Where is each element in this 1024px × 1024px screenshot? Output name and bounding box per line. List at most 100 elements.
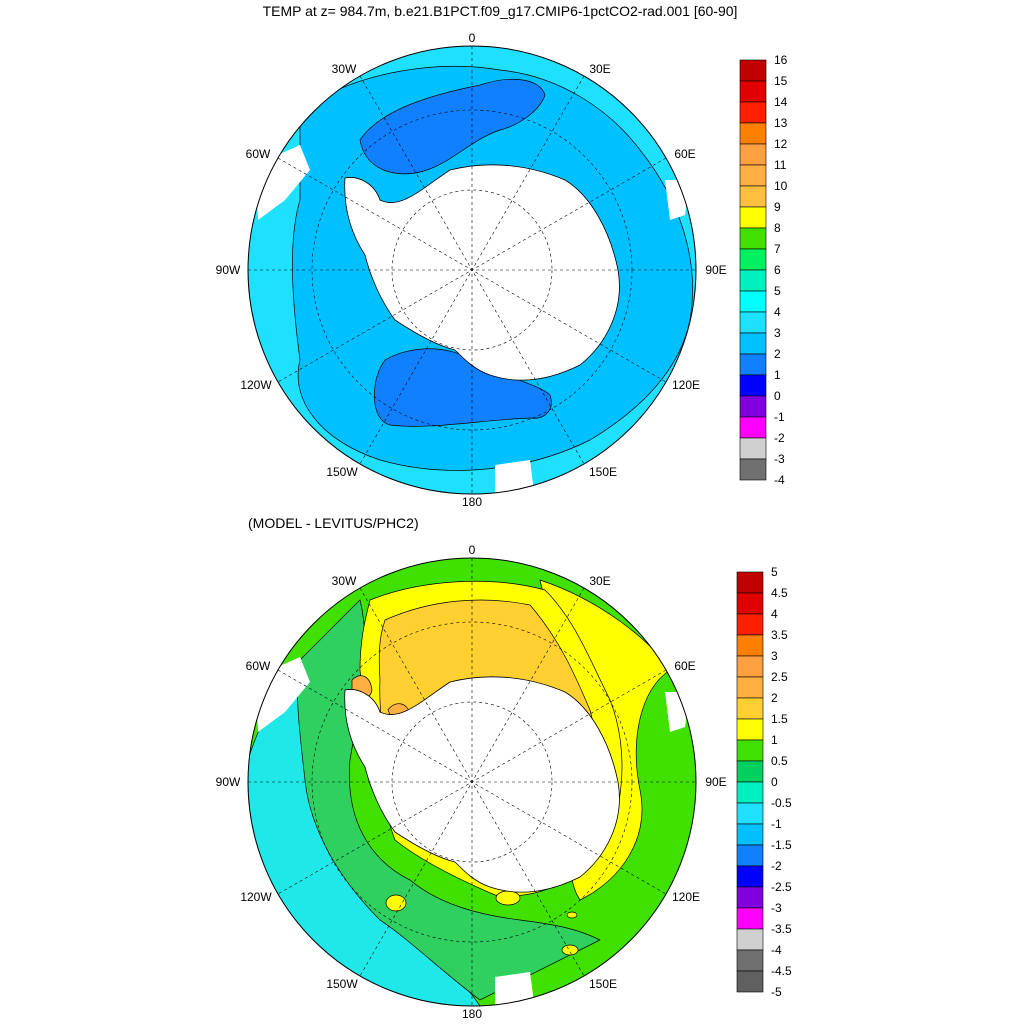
top-lon-label-30w: 30W [332, 62, 357, 76]
bottom-graticule [248, 558, 696, 1006]
top-colorbar-swatch-12 [739, 311, 767, 334]
top-colorbar-label-20: -4 [774, 473, 785, 487]
top-cold-patch-north [359, 79, 546, 175]
top-polar-map [248, 46, 696, 494]
top-colorbar-swatch-0 [739, 59, 767, 82]
top-colorbar-swatch-3 [739, 122, 767, 145]
top-lon-label-90w: 90W [216, 263, 241, 277]
top-colorbar-swatch-4 [739, 143, 767, 166]
top-lon-label-150e: 150E [589, 465, 617, 479]
top-colorbar-label-6: 10 [774, 179, 788, 193]
top-graticule [248, 46, 696, 494]
top-colorbar-swatch-7 [739, 206, 767, 229]
top-colorbar-label-18: -2 [774, 431, 785, 445]
top-colorbar-swatch-2 [739, 101, 767, 124]
top-colorbar-swatch-14 [739, 353, 767, 376]
top-colorbar-swatch-11 [739, 290, 767, 313]
top-colorbar-label-9: 7 [774, 242, 781, 256]
top-colorbar-swatch-16 [739, 395, 767, 418]
bottom-colorbar-label-16: -3 [771, 901, 782, 915]
bottom-colorbar-swatch-8 [736, 739, 764, 762]
bottom-colorbar-label-19: -4.5 [771, 964, 792, 978]
top-colorbar-swatch-8 [739, 227, 767, 250]
bottom-colorbar-label-20: -5 [771, 985, 782, 999]
top-lon-label-120w: 120W [240, 378, 272, 392]
top-colorbar-label-15: 1 [774, 368, 781, 382]
bottom-colorbar-swatch-6 [736, 697, 764, 720]
top-colorbar-label-19: -3 [774, 452, 785, 466]
bottom-lon-label-30w: 30W [332, 574, 357, 588]
bottom-colorbar-swatch-16 [736, 907, 764, 930]
bottom-lon-label-180: 180 [462, 1007, 482, 1021]
bottom-lon-label-120w: 120W [240, 890, 272, 904]
bottom-map-border [247, 557, 697, 1007]
bottom-colorbar-label-0: 5 [771, 565, 778, 579]
top-colorbar-swatch-1 [739, 80, 767, 103]
top-colorbar-label-11: 5 [774, 284, 781, 298]
bottom-colorbar-swatch-12 [736, 823, 764, 846]
bottom-lon-label-60e: 60E [674, 659, 695, 673]
bottom-colorbar: 5 4.5 4 3.5 3 2.5 2 1.5 1 0.5 0 -0.5 -1 -1.5 -2 -2.5 -3 -… [736, 565, 792, 999]
bottom-colorbar-label-14: -2 [771, 859, 782, 873]
bottom-yellow-patch-4 [566, 911, 578, 919]
top-colorbar-swatch-6 [739, 185, 767, 208]
bottom-lon-label-90w: 90W [216, 775, 241, 789]
bottom-colorbar-swatch-13 [736, 844, 764, 867]
top-colorbar-label-7: 9 [774, 200, 781, 214]
bottom-colorbar-label-2: 4 [771, 607, 778, 621]
top-colorbar-swatch-5 [739, 164, 767, 187]
bottom-antarctica-land [344, 676, 620, 893]
top-land-south-tip [495, 460, 535, 494]
top-colorbar-swatch-15 [739, 374, 767, 397]
top-colorbar-label-16: 0 [774, 389, 781, 403]
bottom-colorbar-swatch-5 [736, 676, 764, 699]
bottom-colorbar-label-7: 1.5 [771, 712, 788, 726]
top-map-title: TEMP at z= 984.7m, b.e21.B1PCT.f09_g17.C… [263, 3, 738, 19]
bottom-colorbar-swatch-1 [736, 592, 764, 615]
bottom-colorbar-swatch-0 [736, 571, 764, 594]
top-colorbar-label-3: 13 [774, 116, 788, 130]
top-lon-label-90e: 90E [705, 263, 726, 277]
top-lon-label-30e: 30E [589, 62, 610, 76]
top-lon-label-60w: 60W [246, 147, 271, 161]
bottom-colorbar-swatch-4 [736, 655, 764, 678]
bottom-yellow-patch-1 [385, 894, 407, 912]
bottom-colorbar-swatch-18 [736, 949, 764, 972]
top-lon-label-60e: 60E [674, 147, 695, 161]
bottom-colorbar-label-13: -1.5 [771, 838, 792, 852]
bottom-lon-label-30e: 30E [589, 574, 610, 588]
top-antarctica-land [344, 164, 620, 381]
top-colorbar-swatch-19 [739, 458, 767, 481]
top-lon-label-0: 0 [469, 31, 476, 45]
top-colorbar-swatch-10 [739, 269, 767, 292]
bottom-lon-label-150w: 150W [326, 977, 358, 991]
top-colorbar-label-4: 12 [774, 137, 788, 151]
bottom-colorbar-swatch-11 [736, 802, 764, 825]
top-colorbar-label-13: 3 [774, 326, 781, 340]
bottom-lon-label-120e: 120E [672, 890, 700, 904]
top-colorbar-label-14: 2 [774, 347, 781, 361]
bottom-colorbar-label-10: 0 [771, 775, 778, 789]
top-colorbar-label-12: 4 [774, 305, 781, 319]
bottom-yellow-patch-2 [495, 890, 521, 906]
bottom-colorbar-label-6: 2 [771, 691, 778, 705]
bottom-lon-label-150e: 150E [589, 977, 617, 991]
top-colorbar-label-10: 6 [774, 263, 781, 277]
bottom-colorbar-label-1: 4.5 [771, 586, 788, 600]
bottom-colorbar-swatch-14 [736, 865, 764, 888]
bottom-colorbar-swatch-2 [736, 613, 764, 636]
top-colorbar-label-17: -1 [774, 410, 785, 424]
bottom-colorbar-swatch-7 [736, 718, 764, 741]
bottom-colorbar-swatch-17 [736, 928, 764, 951]
top-colorbar-swatch-13 [739, 332, 767, 355]
bottom-colorbar-label-18: -4 [771, 943, 782, 957]
top-colorbar-label-5: 11 [774, 158, 787, 172]
top-lon-label-180: 180 [462, 495, 482, 509]
top-lon-label-120e: 120E [672, 378, 700, 392]
bottom-colorbar-label-5: 2.5 [771, 670, 788, 684]
bottom-colorbar-label-11: -0.5 [771, 796, 792, 810]
top-colorbar-label-1: 15 [774, 74, 788, 88]
top-colorbar-swatch-9 [739, 248, 767, 271]
